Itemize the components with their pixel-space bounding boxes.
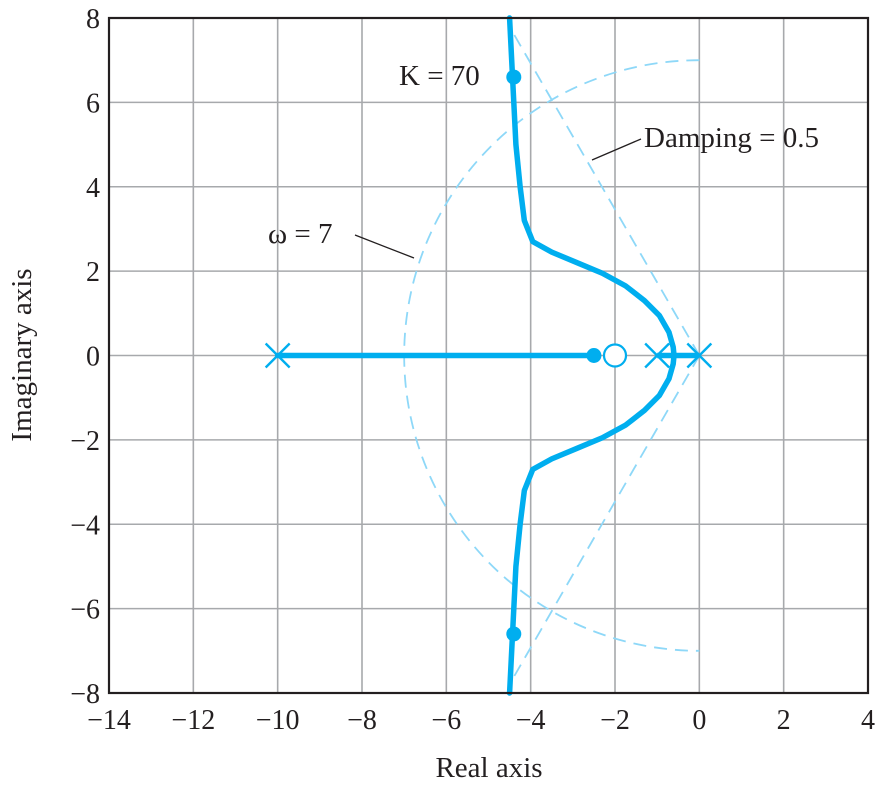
x-tick-label: −12 (171, 705, 215, 736)
x-tick-label: −14 (87, 705, 131, 736)
x-tick-label: −10 (256, 705, 300, 736)
y-tick-label: 0 (86, 342, 100, 373)
y-tick-label: −2 (70, 426, 100, 457)
locus-branch-upper (506, 15, 677, 359)
damping-annotation: Damping = 0.5 (644, 122, 819, 154)
y-tick-label: −4 (70, 510, 100, 541)
omega-leader-line (354, 234, 415, 259)
gain-point-marker (506, 69, 522, 85)
x-tick-label: −2 (600, 705, 630, 736)
gain-annotation: K = 70 (399, 60, 480, 92)
pole-marker (264, 342, 291, 369)
damping-line-upper (510, 28, 701, 356)
y-tick-label: 2 (86, 257, 100, 288)
x-tick-label: 4 (861, 705, 875, 736)
pole-zero-markers (264, 69, 713, 642)
pole-marker (686, 342, 713, 369)
x-tick-label: −6 (431, 705, 461, 736)
y-tick-label: −8 (70, 679, 100, 710)
y-tick-label: 4 (86, 173, 100, 204)
x-axis-title: Real axis (435, 752, 542, 784)
x-tick-label: 2 (777, 705, 791, 736)
x-tick-label: 0 (692, 705, 706, 736)
locus-branches (274, 15, 700, 696)
gain-point-marker (506, 626, 522, 642)
tick-labels: −14 −12 −10 −8 −6 −4 −2 0 2 4 −8 −6 −4 −2 0 2 4 6 8 (70, 4, 875, 736)
y-tick-label: −6 (70, 595, 100, 626)
pole-marker (644, 342, 671, 369)
damping-line-lower (510, 355, 701, 683)
omega-annotation: ω = 7 (268, 218, 332, 250)
x-tick-label: −8 (347, 705, 377, 736)
locus-branch-lower (506, 352, 677, 696)
y-tick-label: 6 (86, 88, 100, 119)
zero-marker (602, 343, 628, 368)
annotations: K = 70 Damping = 0.5 ω = 7 (268, 60, 819, 259)
plot-frame (107, 16, 870, 695)
x-tick-label: −4 (516, 705, 546, 736)
gain-point-marker (586, 348, 602, 363)
y-axis-title: Imaginary axis (6, 268, 38, 441)
damping-leader-line (591, 138, 642, 161)
y-tick-label: 8 (86, 4, 100, 35)
